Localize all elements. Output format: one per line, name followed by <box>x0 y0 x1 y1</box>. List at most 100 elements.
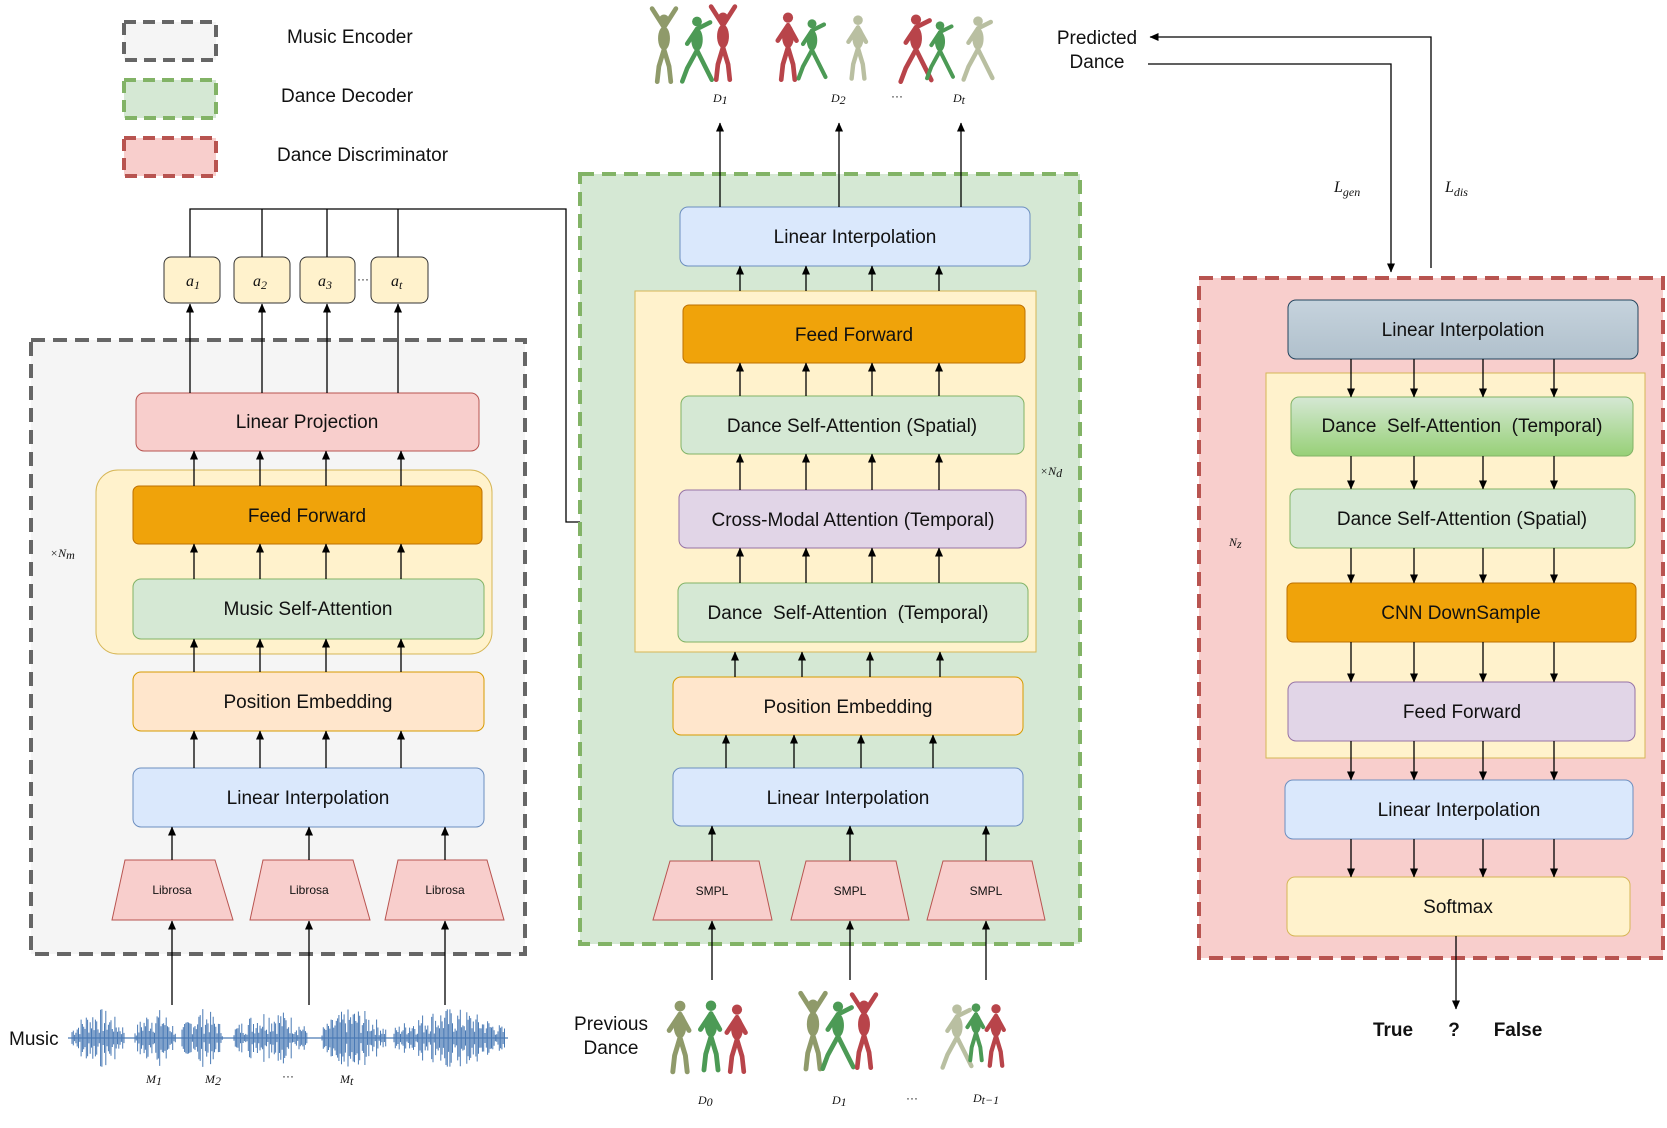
disc-feed-forward <box>1287 681 1636 742</box>
encoder-output-a2-label: a2 <box>253 273 267 292</box>
music-linear-projection <box>135 392 480 452</box>
music-mark-mt: Mt <box>339 1072 354 1088</box>
music-mark-dots: ··· <box>282 1069 294 1083</box>
legend-dance-discriminator-swatch <box>122 136 218 178</box>
librosa-1 <box>111 859 234 921</box>
legend-dance-decoder-label: Dance Decoder <box>281 86 414 107</box>
legend-dance-discriminator-label: Dance Discriminator <box>277 145 449 166</box>
disc-cnn-downsample-label: CNN DownSample <box>1381 603 1540 624</box>
dancer-figure-bottom-4 <box>798 990 828 1072</box>
decoder-cross-modal-attention-label: Cross-Modal Attention (Temporal) <box>712 510 995 531</box>
disc-softmax-label: Softmax <box>1423 897 1493 918</box>
loss-routing: Predicted Dance Lgen Ldis <box>1057 28 1468 273</box>
music-position-embedding-label: Position Embedding <box>224 692 393 713</box>
dancer-figure-bottom-6 <box>849 992 879 1071</box>
decoder-outputs: D1 D2 ··· Dt <box>649 4 995 107</box>
previous-dancer-figures <box>666 990 1006 1075</box>
dance-discriminator-repeat-label: Nz <box>1228 535 1242 551</box>
encoder-output-a3-label: a3 <box>318 273 332 292</box>
verdict-false: False <box>1494 1020 1543 1041</box>
music-waveform <box>68 1009 508 1067</box>
dancer-figure-bottom-8 <box>965 1003 986 1063</box>
encoder-output-a1 <box>163 256 221 304</box>
dis-loss-arrow <box>1149 33 1432 268</box>
disc-spatial-attention-label: Dance Self-Attention (Spatial) <box>1337 509 1587 530</box>
librosa-3-label: Librosa <box>425 883 465 897</box>
dis-loss-label: Ldis <box>1444 179 1468 199</box>
decoder-linear-interpolation-label: Linear Interpolation <box>767 788 930 809</box>
music-self-attention <box>132 578 485 640</box>
legend-music-encoder-swatch <box>122 20 218 62</box>
disc-spatial-attention <box>1289 488 1636 549</box>
dancer-figure-bottom-9 <box>984 1004 1006 1068</box>
previous-dance-dots: ··· <box>906 1091 918 1105</box>
dancer-figure-top-4 <box>775 12 799 83</box>
flow-arrows <box>168 122 1558 1005</box>
dancer-figure-top-7 <box>898 14 934 85</box>
disc-top-linear-interpolation-label: Linear Interpolation <box>1382 320 1545 341</box>
disc-temporal-attention <box>1290 396 1634 457</box>
disc-top-linear-interpolation <box>1287 299 1639 360</box>
predicted-dancer-figures <box>649 4 995 85</box>
smpl-3-label: SMPL <box>970 884 1003 898</box>
dance-discriminator: Nz Linear Interpolation Dance Self-Atten… <box>1197 276 1665 1041</box>
dancer-figure-top-9 <box>961 16 995 82</box>
previous-dance-line2: Dance <box>584 1038 639 1059</box>
disc-linear-interpolation-label: Linear Interpolation <box>1378 800 1541 821</box>
decoder-cross-modal-attention <box>678 489 1027 549</box>
dancer-figure-bottom-1 <box>666 1000 692 1075</box>
verdict-true: True <box>1373 1020 1413 1041</box>
decoder-temporal-attention-label: Dance Self-Attention (Temporal) <box>708 603 989 624</box>
encoder-output-at <box>370 256 429 304</box>
music-position-embedding <box>132 671 485 732</box>
librosa-1-label: Librosa <box>152 883 192 897</box>
encoder-output-at-label: at <box>391 273 403 292</box>
previous-dance-d1: D1 <box>831 1093 847 1109</box>
decoder-position-embedding <box>672 676 1024 736</box>
decoder-spatial-attention-label: Dance Self-Attention (Spatial) <box>727 416 977 437</box>
predicted-dance-line2: Dance <box>1070 52 1125 73</box>
decoder-feed-forward-label: Feed Forward <box>795 325 913 346</box>
encoder-output-dots: ··· <box>357 272 369 286</box>
dancer-figure-bottom-2 <box>698 1000 723 1073</box>
smpl-2 <box>790 860 910 921</box>
disc-feed-forward-label: Feed Forward <box>1403 702 1521 723</box>
music-self-attention-label: Music Self-Attention <box>224 599 393 620</box>
smpl-1-label: SMPL <box>696 884 729 898</box>
decoder-temporal-attention <box>677 582 1029 643</box>
dancer-figure-top-3 <box>708 4 738 83</box>
dancer-figure-bottom-5 <box>820 1001 856 1072</box>
dance-decoder: ×Nd Linear Interpolation Feed Forward Da… <box>578 172 1082 946</box>
previous-dance-dt-1: Dt−1 <box>972 1091 999 1107</box>
music-linear-projection-label: Linear Projection <box>236 412 379 433</box>
decoder-output-d1: D1 <box>712 91 728 107</box>
music-feed-forward <box>132 485 483 545</box>
legend-dance-decoder-swatch <box>122 78 218 120</box>
disc-softmax <box>1286 876 1631 937</box>
music-linear-interpolation-label: Linear Interpolation <box>227 788 390 809</box>
smpl-2-label: SMPL <box>834 884 867 898</box>
previous-dance-line1: Previous <box>574 1014 648 1035</box>
music-mark-m1: M1 <box>145 1072 162 1088</box>
decoder-position-embedding-label: Position Embedding <box>764 697 933 718</box>
disc-temporal-attention-label: Dance Self-Attention (Temporal) <box>1322 416 1603 437</box>
dancer-figure-top-5 <box>796 19 828 81</box>
librosa-2-label: Librosa <box>289 883 329 897</box>
gen-loss-arrow <box>1148 63 1395 273</box>
dancer-figure-bottom-7 <box>940 1004 974 1070</box>
disc-linear-interpolation <box>1284 779 1634 840</box>
decoder-feed-forward <box>682 304 1026 364</box>
music-mark-m2: M2 <box>204 1072 221 1088</box>
smpl-3 <box>926 860 1046 921</box>
music-label: Music <box>9 1029 59 1050</box>
dancer-figure-top-1 <box>649 6 679 85</box>
decoder-output-dots: ··· <box>891 89 903 103</box>
legend-music-encoder-label: Music Encoder <box>287 27 413 48</box>
decoder-top-linear-interpolation-label: Linear Interpolation <box>774 227 937 248</box>
librosa-3 <box>384 859 505 921</box>
dancer-figure-top-6 <box>846 15 869 81</box>
decoder-spatial-attention <box>680 395 1025 455</box>
music-encoder: ×Nm Linear Projection Feed Forward Music… <box>29 208 677 956</box>
gen-loss-label: Lgen <box>1333 179 1360 199</box>
